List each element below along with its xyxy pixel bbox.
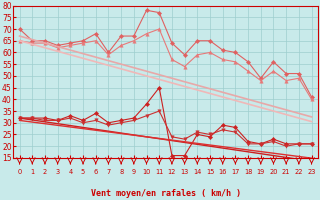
X-axis label: Vent moyen/en rafales ( km/h ): Vent moyen/en rafales ( km/h ) bbox=[91, 189, 241, 198]
